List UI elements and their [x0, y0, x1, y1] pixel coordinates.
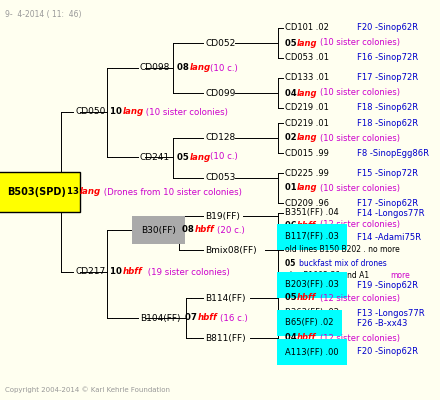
- Text: F18 -Sinop62R: F18 -Sinop62R: [357, 118, 418, 128]
- Text: (20 c.): (20 c.): [217, 226, 245, 234]
- Text: B503(SPD): B503(SPD): [7, 187, 66, 197]
- Text: 05: 05: [285, 294, 300, 302]
- Text: A113(FF) .00: A113(FF) .00: [285, 348, 339, 356]
- Text: 05: 05: [177, 152, 192, 162]
- Text: CD219 .01: CD219 .01: [285, 104, 329, 112]
- Text: hbff: hbff: [297, 334, 316, 342]
- Text: F26 -B-xx43: F26 -B-xx43: [357, 318, 407, 328]
- Text: (10 c.): (10 c.): [210, 64, 238, 72]
- Text: lang: lang: [123, 108, 144, 116]
- Text: CD225 .99: CD225 .99: [285, 168, 329, 178]
- Text: CD052: CD052: [205, 38, 235, 48]
- Text: B104(FF): B104(FF): [140, 314, 180, 322]
- Text: lang: lang: [297, 38, 318, 48]
- Text: (10 sister colonies): (10 sister colonies): [320, 38, 400, 48]
- Text: CD217: CD217: [75, 268, 105, 276]
- Text: hbff: hbff: [123, 268, 143, 276]
- Text: CD015 .99: CD015 .99: [285, 148, 329, 158]
- Text: 08: 08: [182, 226, 197, 234]
- Text: F14 -Adami75R: F14 -Adami75R: [357, 232, 421, 242]
- Text: Copyright 2004-2014 © Karl Kehrle Foundation: Copyright 2004-2014 © Karl Kehrle Founda…: [5, 386, 170, 393]
- Text: lang: lang: [190, 64, 211, 72]
- Text: B117(FF) .03: B117(FF) .03: [285, 232, 339, 242]
- Text: B65(FF) .02: B65(FF) .02: [285, 318, 334, 328]
- Text: CD128: CD128: [205, 134, 235, 142]
- Text: CD241: CD241: [140, 152, 170, 162]
- Text: (12 sister colonies): (12 sister colonies): [320, 294, 400, 302]
- Text: F19 -Sinop62R: F19 -Sinop62R: [357, 280, 418, 290]
- Text: (10 sister colonies): (10 sister colonies): [320, 184, 400, 192]
- Text: B351(FF) .04: B351(FF) .04: [285, 208, 339, 218]
- Text: hbff: hbff: [198, 314, 218, 322]
- Text: B30(FF): B30(FF): [141, 226, 176, 234]
- Text: F8 -SinopEgg86R: F8 -SinopEgg86R: [357, 148, 429, 158]
- Text: CD098: CD098: [140, 64, 170, 72]
- Text: 07: 07: [185, 314, 200, 322]
- Text: 10: 10: [110, 108, 125, 116]
- Text: CD053 .01: CD053 .01: [285, 54, 329, 62]
- Text: plus B1003 S6 and A1: plus B1003 S6 and A1: [285, 270, 369, 280]
- Text: (12 sister colonies): (12 sister colonies): [320, 220, 400, 230]
- Text: 05: 05: [285, 258, 298, 268]
- Text: 08: 08: [177, 64, 192, 72]
- Text: 9-  4-2014 ( 11:  46): 9- 4-2014 ( 11: 46): [5, 10, 81, 19]
- Text: 04: 04: [285, 88, 300, 98]
- Text: B811(FF): B811(FF): [205, 334, 246, 342]
- Text: (10 sister colonies): (10 sister colonies): [143, 108, 228, 116]
- Text: F15 -Sinop72R: F15 -Sinop72R: [357, 168, 418, 178]
- Text: CD101 .02: CD101 .02: [285, 24, 329, 32]
- Text: F16 -Sinop72R: F16 -Sinop72R: [357, 54, 418, 62]
- Text: CD099: CD099: [205, 88, 235, 98]
- Text: F14 -Longos77R: F14 -Longos77R: [357, 208, 425, 218]
- Text: lang: lang: [297, 88, 318, 98]
- Text: lang: lang: [297, 134, 318, 142]
- Text: 01: 01: [285, 184, 300, 192]
- Text: CD053: CD053: [205, 174, 235, 182]
- Text: F20 -Sinop62R: F20 -Sinop62R: [357, 24, 418, 32]
- Text: (12 sister colonies): (12 sister colonies): [320, 334, 400, 342]
- Text: CD209 .96: CD209 .96: [285, 198, 329, 208]
- Text: (16 c.): (16 c.): [220, 314, 248, 322]
- Text: F18 -Sinop62R: F18 -Sinop62R: [357, 104, 418, 112]
- Text: (10 c.): (10 c.): [210, 152, 238, 162]
- Text: F20 -Sinop62R: F20 -Sinop62R: [357, 348, 418, 356]
- Text: (Drones from 10 sister colonies): (Drones from 10 sister colonies): [101, 188, 242, 196]
- Text: lang: lang: [297, 184, 318, 192]
- Text: B19(FF): B19(FF): [205, 212, 240, 220]
- Text: more: more: [390, 270, 410, 280]
- Text: CD050: CD050: [75, 108, 105, 116]
- Text: 04: 04: [285, 334, 300, 342]
- Text: (10 sister colonies): (10 sister colonies): [320, 88, 400, 98]
- Text: (19 sister colonies): (19 sister colonies): [145, 268, 230, 276]
- Text: 05: 05: [285, 38, 300, 48]
- Text: (10 sister colonies): (10 sister colonies): [320, 134, 400, 142]
- Text: B203(FF) .03: B203(FF) .03: [285, 280, 339, 290]
- Text: B363(FF) .02: B363(FF) .02: [285, 308, 339, 318]
- Text: 02: 02: [285, 134, 300, 142]
- Text: hbff: hbff: [195, 226, 215, 234]
- Text: F17 -Sinop72R: F17 -Sinop72R: [357, 74, 418, 82]
- Text: CD219 .01: CD219 .01: [285, 118, 329, 128]
- Text: 13: 13: [67, 188, 82, 196]
- Text: B114(FF): B114(FF): [205, 294, 246, 302]
- Text: F13 -Longos77R: F13 -Longos77R: [357, 308, 425, 318]
- Text: CD133 .01: CD133 .01: [285, 74, 329, 82]
- Text: buckfast mix of drones: buckfast mix of drones: [299, 258, 387, 268]
- Text: F17 -Sinop62R: F17 -Sinop62R: [357, 198, 418, 208]
- Text: hbff: hbff: [297, 294, 316, 302]
- Text: Bmix08(FF): Bmix08(FF): [205, 246, 257, 254]
- Text: old lines B150 B202 . no more: old lines B150 B202 . no more: [285, 246, 400, 254]
- Text: hbff: hbff: [297, 220, 316, 230]
- Text: lang: lang: [80, 188, 101, 196]
- Text: 10: 10: [110, 268, 125, 276]
- Text: lang: lang: [190, 152, 211, 162]
- Text: 06: 06: [285, 220, 300, 230]
